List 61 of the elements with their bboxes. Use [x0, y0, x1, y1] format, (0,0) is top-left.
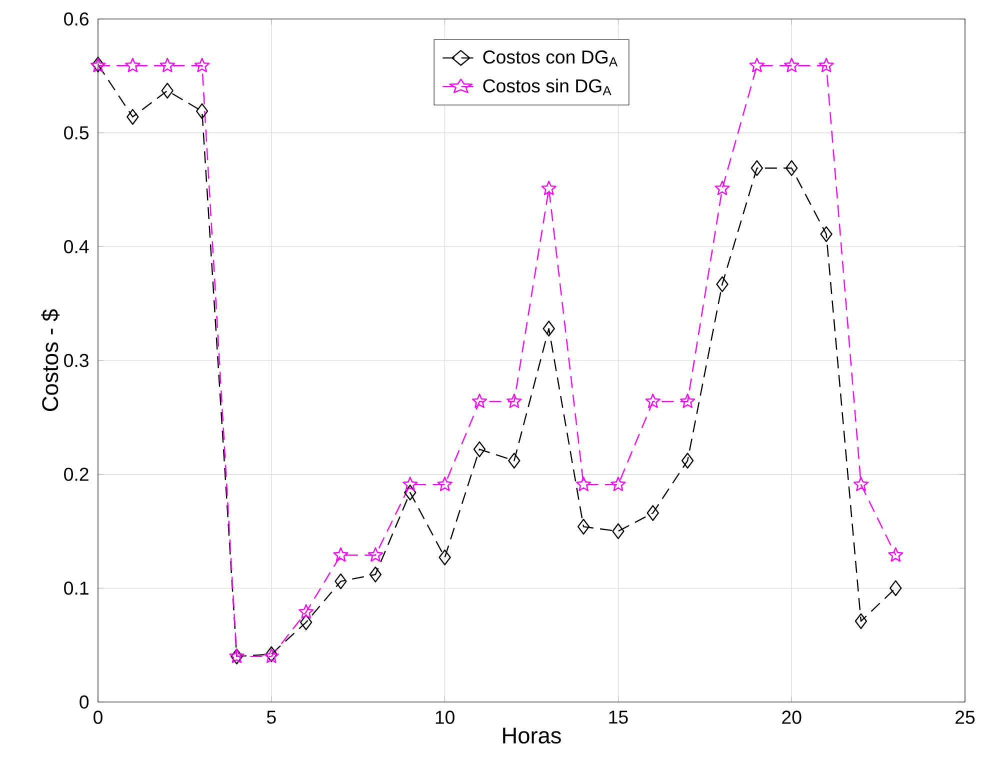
point [196, 103, 208, 120]
point [437, 476, 452, 492]
point [680, 394, 696, 408]
y-tick-label: 0 [80, 695, 89, 709]
point [194, 58, 210, 72]
x-tick-label: 20 [782, 710, 802, 724]
point [714, 180, 730, 196]
x-tick-label: 15 [609, 710, 628, 724]
point [818, 58, 834, 72]
point [368, 547, 384, 562]
y-axis-title: Costos - $ [41, 309, 60, 411]
point [264, 648, 279, 663]
y-tick-label: 0.2 [64, 468, 88, 481]
point [473, 441, 486, 458]
point [820, 226, 832, 242]
point [125, 58, 140, 72]
y-tick-label: 0.6 [64, 12, 88, 26]
point [750, 160, 764, 176]
point [890, 580, 902, 596]
point [577, 518, 590, 535]
y-tick-label: 0.5 [64, 126, 89, 140]
point [508, 452, 520, 469]
point [160, 58, 175, 72]
point [681, 452, 694, 469]
point [646, 505, 659, 521]
point [126, 108, 139, 125]
x-tick-label: 10 [436, 710, 454, 724]
x-tick-label: 0 [94, 710, 102, 724]
y-tick-label: 0.1 [64, 582, 88, 595]
y-tick-label: 0.4 [64, 240, 89, 254]
point [645, 394, 660, 408]
point [749, 58, 764, 72]
legend-label: Costos con DG$_{A}$ [483, 50, 618, 66]
point [853, 476, 869, 492]
point [610, 476, 626, 492]
point [333, 547, 348, 562]
x-tick-label: 5 [266, 710, 276, 724]
point [541, 180, 556, 196]
point [612, 523, 624, 540]
point [542, 320, 555, 337]
point [784, 58, 800, 72]
point [404, 484, 416, 500]
point [300, 614, 312, 630]
point [402, 476, 418, 492]
legend-label: Costos sin DG$_{A}$ [483, 78, 612, 96]
point [298, 604, 314, 619]
point [161, 82, 174, 99]
point [438, 549, 451, 566]
point [265, 646, 278, 662]
point [576, 476, 592, 492]
y-tick-label: 0.3 [64, 354, 88, 368]
point [716, 276, 728, 292]
point [888, 547, 904, 562]
point [786, 160, 798, 176]
x-tick-label: 25 [956, 710, 975, 724]
point [854, 613, 868, 630]
point [369, 566, 382, 582]
point [334, 573, 347, 590]
point [506, 394, 522, 408]
x-axis-title: Horas [503, 728, 561, 744]
point [472, 394, 488, 408]
